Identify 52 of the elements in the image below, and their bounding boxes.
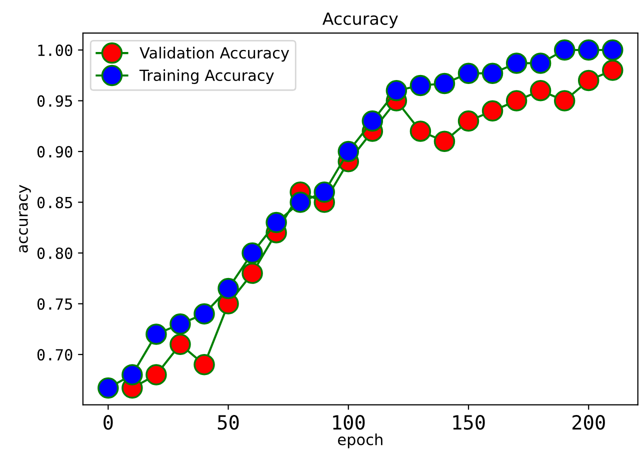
x-tick-label: 100 bbox=[333, 415, 365, 430]
point bbox=[266, 212, 287, 234]
point bbox=[170, 334, 191, 355]
x-tick-label: 150 bbox=[453, 415, 485, 430]
point bbox=[194, 303, 215, 325]
x-axis-title: epoch bbox=[338, 433, 382, 448]
point bbox=[218, 278, 239, 300]
point bbox=[194, 354, 215, 376]
point bbox=[458, 110, 480, 132]
point bbox=[482, 62, 504, 84]
point bbox=[410, 120, 432, 142]
point bbox=[506, 90, 528, 112]
y-tick-label: 1.00 bbox=[38, 44, 72, 56]
point bbox=[602, 39, 624, 61]
y-tick-label: 0.75 bbox=[37, 298, 72, 310]
x-tick-label: 200 bbox=[572, 415, 605, 430]
y-tick-label: 0.85 bbox=[37, 196, 72, 208]
point bbox=[506, 52, 528, 74]
point bbox=[338, 140, 360, 162]
point bbox=[482, 100, 504, 122]
x-tick-label: 0 bbox=[104, 415, 113, 430]
point bbox=[146, 364, 167, 386]
point bbox=[98, 377, 119, 399]
point bbox=[578, 70, 600, 92]
point bbox=[458, 62, 480, 84]
point bbox=[530, 52, 552, 74]
y-axis-title: accuracy bbox=[19, 184, 31, 252]
legend-label: Training Accuracy bbox=[139, 69, 274, 84]
point bbox=[242, 262, 263, 284]
y-tick-label: 0.80 bbox=[37, 248, 72, 260]
point bbox=[122, 364, 143, 386]
point bbox=[434, 130, 456, 152]
legend-label: Validation Accuracy bbox=[140, 46, 290, 62]
point bbox=[314, 181, 335, 203]
point bbox=[362, 110, 384, 132]
y-tick-label: 0.95 bbox=[37, 95, 72, 107]
x-tick-label: 50 bbox=[218, 415, 239, 430]
point bbox=[554, 39, 576, 61]
point bbox=[386, 80, 408, 102]
point bbox=[554, 90, 576, 112]
y-tick-label: 0.70 bbox=[37, 349, 72, 361]
point bbox=[170, 313, 191, 335]
point bbox=[530, 80, 552, 102]
point bbox=[146, 324, 167, 345]
point bbox=[410, 74, 432, 96]
point bbox=[578, 39, 600, 61]
point bbox=[602, 60, 624, 81]
point bbox=[434, 72, 456, 94]
point bbox=[242, 242, 263, 264]
point bbox=[290, 192, 311, 213]
y-tick-label: 0.90 bbox=[37, 146, 72, 158]
chart-title: Accuracy bbox=[322, 12, 398, 28]
